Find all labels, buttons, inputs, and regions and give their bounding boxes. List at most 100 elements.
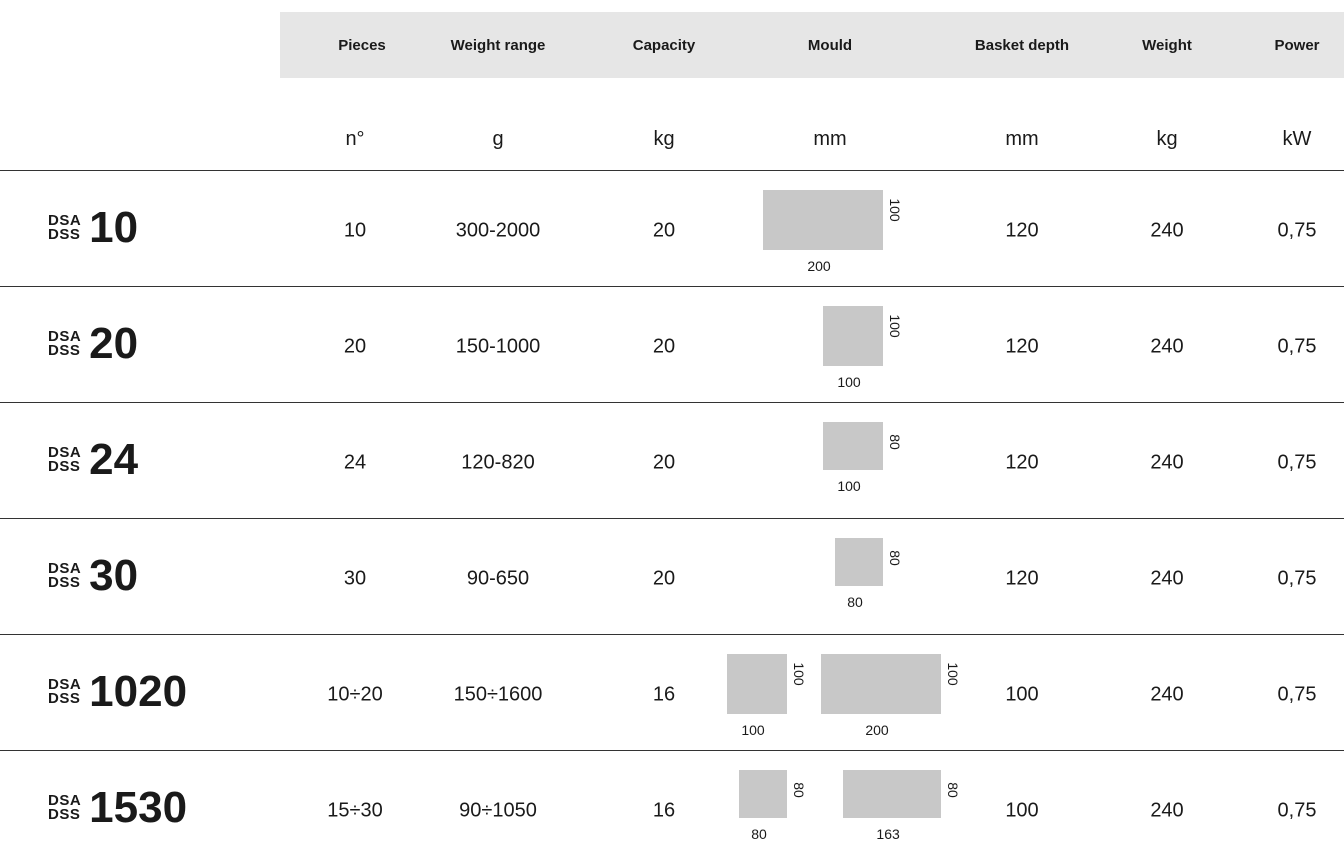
cell-capacity: 16 <box>652 683 676 706</box>
cell-capacity: 20 <box>652 219 676 242</box>
model-prefix: DSA DSS <box>48 792 82 823</box>
model-number: 1020 <box>89 667 188 716</box>
model-number: 24 <box>89 435 139 484</box>
model-label: DSA DSS 24 <box>48 435 139 484</box>
cell-capacity: 20 <box>652 567 676 590</box>
cell-basket-depth: 120 <box>1005 335 1039 358</box>
model-number: 30 <box>89 551 139 600</box>
cell-capacity: 16 <box>652 799 676 822</box>
cell-pieces: 20 <box>343 335 367 358</box>
model-prefix-bottom: DSS <box>48 342 81 359</box>
unit-weight-range: g <box>492 128 504 150</box>
cell-power: 0,75 <box>1277 567 1317 590</box>
model-label: DSA DSS 30 <box>48 551 139 600</box>
divider-line <box>0 170 1344 171</box>
unit-mould: mm <box>813 128 847 150</box>
mould-height-label: 80 <box>887 434 903 450</box>
model-prefix: DSA DSS <box>48 444 82 475</box>
model-label: DSA DSS 1020 <box>48 667 188 716</box>
model-label: DSA DSS 1530 <box>48 783 188 832</box>
model-number: 10 <box>89 203 139 252</box>
unit-weight: kg <box>1156 128 1178 150</box>
cell-weight: 240 <box>1150 683 1184 706</box>
header-weight-range: Weight range <box>450 36 546 54</box>
model-prefix: DSA DSS <box>48 676 82 707</box>
model-number: 1530 <box>89 783 188 832</box>
mould-shape <box>835 538 883 586</box>
cell-pieces: 24 <box>343 451 367 474</box>
unit-capacity: kg <box>653 128 675 150</box>
cell-power: 0,75 <box>1277 451 1317 474</box>
model-label: DSA DSS 20 <box>48 322 138 366</box>
mould-height-label: 80 <box>887 550 903 566</box>
cell-capacity: 20 <box>652 451 676 474</box>
row-divider <box>0 750 1344 751</box>
cell-weight-range: 90÷1050 <box>459 799 537 822</box>
model-prefix-bottom: DSS <box>48 458 81 475</box>
mould-height-label: 100 <box>945 662 961 686</box>
cell-power: 0,75 <box>1277 799 1317 822</box>
model-prefix-top: DSA <box>48 792 82 809</box>
row-divider <box>0 518 1344 519</box>
header-mould: Mould <box>807 36 853 54</box>
mould-width-label: 200 <box>807 258 831 274</box>
mould-width-label: 80 <box>847 594 863 610</box>
mould-height-label: 100 <box>887 314 903 338</box>
model-prefix-bottom: DSS <box>48 574 81 591</box>
mould-width-label: 80 <box>751 826 767 842</box>
model-prefix-top: DSA <box>48 212 82 229</box>
row-divider <box>0 286 1344 287</box>
cell-basket-depth: 100 <box>1005 683 1039 706</box>
header-power: Power <box>1274 36 1320 54</box>
model-prefix-top: DSA <box>48 444 82 461</box>
mould-height-label: 80 <box>945 782 961 798</box>
model-prefix-top: DSA <box>48 676 82 693</box>
model-prefix-top: DSA <box>48 328 82 345</box>
cell-weight: 240 <box>1150 451 1184 474</box>
mould-width-label: 100 <box>741 722 765 738</box>
model-prefix: DSA DSS <box>48 560 82 591</box>
cell-weight-range: 120-820 <box>461 451 535 474</box>
cell-basket-depth: 120 <box>1005 567 1039 590</box>
model-label: DSA DSS 10 <box>48 203 139 252</box>
row-divider <box>0 634 1344 635</box>
cell-basket-depth: 120 <box>1005 451 1039 474</box>
model-prefix-bottom: DSS <box>48 806 81 823</box>
cell-weight-range: 150÷1600 <box>453 683 543 706</box>
cell-basket-depth: 120 <box>1005 219 1039 242</box>
cell-pieces: 30 <box>343 567 367 590</box>
mould-shape <box>727 654 787 714</box>
header-basket-depth: Basket depth <box>974 36 1070 54</box>
cell-weight: 240 <box>1150 335 1184 358</box>
model-prefix-bottom: DSS <box>48 690 81 707</box>
cell-capacity: 20 <box>652 335 676 358</box>
header-capacity: Capacity <box>632 36 696 54</box>
cell-weight-range: 90-650 <box>466 567 530 590</box>
mould-shape <box>739 770 787 818</box>
row-divider <box>0 402 1344 403</box>
cell-pieces: 15÷30 <box>327 799 383 822</box>
cell-weight: 240 <box>1150 219 1184 242</box>
cell-pieces: 10 <box>343 219 367 242</box>
header-band <box>280 12 1344 78</box>
cell-basket-depth: 100 <box>1005 799 1039 822</box>
cell-power: 0,75 <box>1277 219 1317 242</box>
mould-width-label: 163 <box>876 826 900 842</box>
cell-weight: 240 <box>1150 567 1184 590</box>
unit-pieces: n° <box>345 128 365 150</box>
model-prefix: DSA DSS <box>48 328 82 359</box>
cell-power: 0,75 <box>1277 335 1317 358</box>
cell-weight-range: 300-2000 <box>455 219 541 242</box>
mould-shape <box>823 306 883 366</box>
mould-height-label: 100 <box>791 662 807 686</box>
mould-shape <box>823 422 883 470</box>
cell-power: 0,75 <box>1277 683 1317 706</box>
mould-width-label: 100 <box>837 374 861 390</box>
mould-width-label: 100 <box>837 478 861 494</box>
model-prefix-top: DSA <box>48 560 82 577</box>
model-prefix-bottom: DSS <box>48 226 81 243</box>
mould-height-label: 100 <box>887 198 903 222</box>
cell-weight: 240 <box>1150 799 1184 822</box>
mould-shape <box>763 190 883 250</box>
mould-width-label: 200 <box>865 722 889 738</box>
